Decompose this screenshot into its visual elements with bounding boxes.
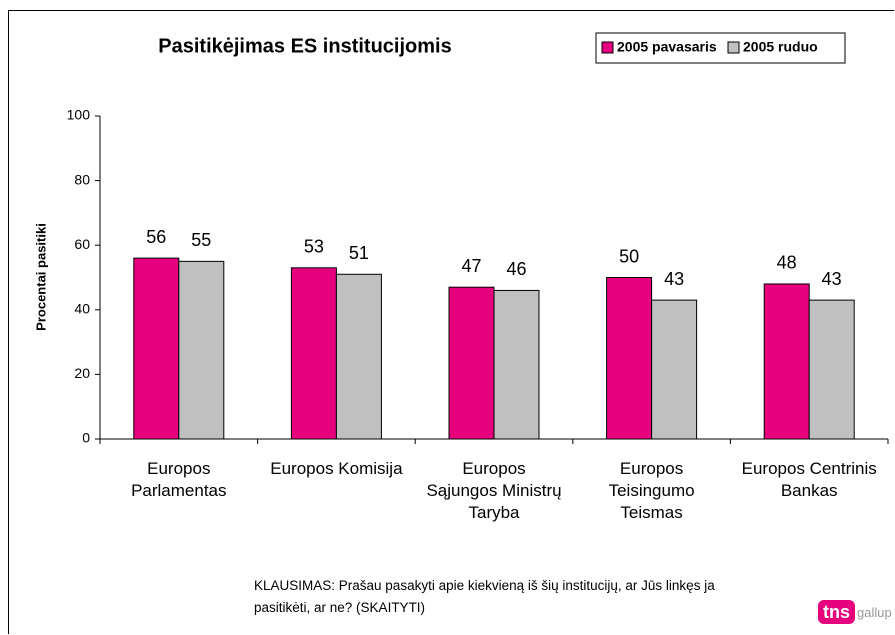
y-tick-label: 20 [74,365,90,381]
data-label: 56 [146,227,166,247]
x-tick-label: Europos Parlamentas [131,459,227,500]
x-tick-label: Europos Sąjungos Ministrų Taryba [426,459,562,522]
logo-mark: tns [818,600,855,624]
y-tick-label: 0 [82,430,90,446]
x-tick-label: Europos Teisingumo Teismas [608,459,695,522]
data-label: 46 [506,259,526,279]
logo: tns gallup [818,598,892,626]
legend-swatch [601,41,614,54]
y-tick-label: 60 [74,236,90,252]
bar [606,277,653,440]
footnote: KLAUSIMAS: Prašau pasakyti apie kiekvien… [254,578,715,615]
data-label: 48 [777,253,797,273]
y-tick-label: 40 [74,301,90,317]
bar [808,299,855,440]
data-label: 43 [664,269,684,289]
chart-title: Pasitikėjimas ES institucijomis [158,35,451,57]
data-label: 43 [822,269,842,289]
logo-text: gallup [857,604,892,620]
data-label: 47 [461,256,481,276]
legend-box [595,32,846,64]
data-label: 50 [619,246,639,266]
legend-label: 2005 pavasaris [617,39,717,55]
legend-swatch [727,41,740,54]
bar [651,299,698,440]
bar [178,260,225,440]
data-label: 53 [304,237,324,257]
data-label: 55 [191,230,211,250]
bar [290,267,337,440]
x-tick-label: Europos Komisija [270,459,403,478]
frame [8,10,894,634]
y-tick-label: 80 [74,171,90,187]
x-tick-label: Europos Centrinis Bankas [741,459,877,500]
y-tick-label: 100 [67,107,91,123]
bar [493,289,540,440]
y-axis-label: Procentai pasitiki [33,223,48,331]
legend-label: 2005 ruduo [743,39,818,55]
bar [335,273,382,440]
bar [133,257,180,440]
bar [448,286,495,440]
data-label: 51 [349,243,369,263]
bar [763,283,810,440]
